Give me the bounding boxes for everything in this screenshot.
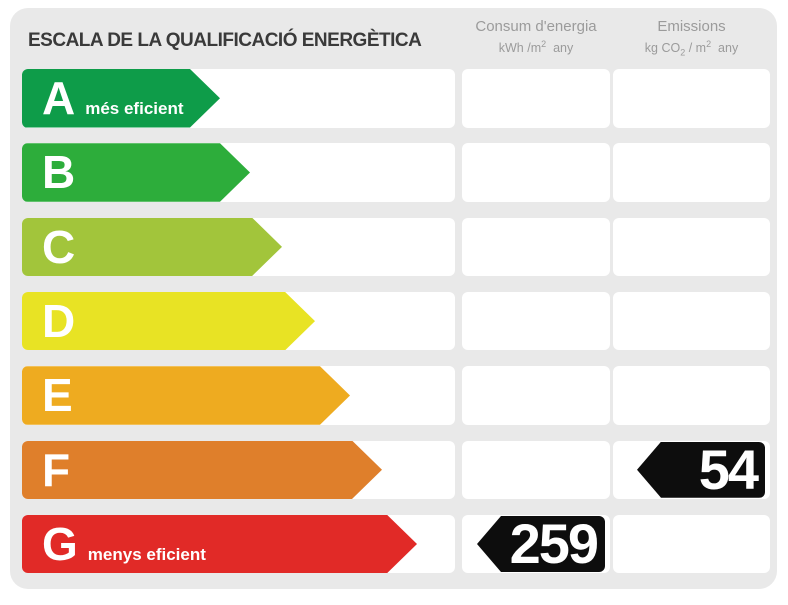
rating-arrow: A més eficient [22, 69, 220, 128]
consum-cell [462, 366, 610, 425]
emissions-cell [613, 69, 770, 128]
rating-arrow: G menys eficient [22, 515, 417, 574]
rating-note: menys eficient [87, 544, 206, 564]
consum-cell [462, 440, 610, 499]
consum-cell [462, 69, 610, 128]
rating-letter: B [42, 146, 76, 199]
rating-letter: D [42, 294, 76, 347]
rating-arrow: E [22, 366, 350, 425]
rating-letter: E [42, 369, 73, 422]
emissions-cell [613, 217, 770, 277]
energy-scale-panel: ESCALA DE LA QUALIFICACIÓ ENERGÈTICA Con… [10, 8, 777, 589]
emissions-cell: 54 [613, 437, 770, 501]
consum-header-label: Consum d'energia [475, 18, 597, 35]
rating-arrow: D [22, 292, 315, 351]
consum-value: 259 [509, 512, 599, 576]
rating-row: G menys eficient 259 [10, 512, 777, 576]
rating-arrow: B [22, 143, 250, 202]
consum-cell [462, 291, 610, 351]
emissions-cell [613, 514, 770, 574]
rating-row: A més eficient [10, 69, 777, 128]
rating-note: més eficient [85, 99, 184, 118]
emissions-value-arrow: 54 [637, 437, 765, 501]
rating-row: E [10, 366, 777, 425]
consum-value-arrow: 259 [477, 512, 605, 576]
rating-row: F 54 [10, 437, 777, 501]
rating-letter: A [42, 72, 76, 124]
emissions-column-header: Emissions kg CO2 / m2 any [613, 16, 770, 59]
consum-column-header: Consum d'energia kWh /m2 any [462, 16, 610, 57]
rating-arrow: F [22, 441, 382, 500]
emissions-header-label: Emissions [657, 18, 726, 35]
consum-cell [462, 217, 610, 277]
rating-letter: F [42, 443, 71, 496]
rating-letter: G [42, 517, 78, 570]
emissions-cell [613, 143, 770, 202]
consum-cell: 259 [462, 512, 610, 576]
page-title: ESCALA DE LA QUALIFICACIÓ ENERGÈTICA [28, 30, 422, 51]
rating-row: C [10, 217, 777, 277]
rating-row: D [10, 291, 777, 351]
consum-cell [462, 143, 610, 202]
consum-header-unit: kWh /m2 any [498, 38, 574, 55]
rating-arrow: C [22, 218, 282, 277]
emissions-cell [613, 366, 770, 425]
emissions-header-unit: kg CO2 / m2 any [644, 38, 739, 58]
emissions-cell [613, 291, 770, 351]
rating-row: B [10, 143, 777, 202]
emissions-value: 54 [698, 437, 759, 501]
rating-letter: C [42, 220, 76, 273]
